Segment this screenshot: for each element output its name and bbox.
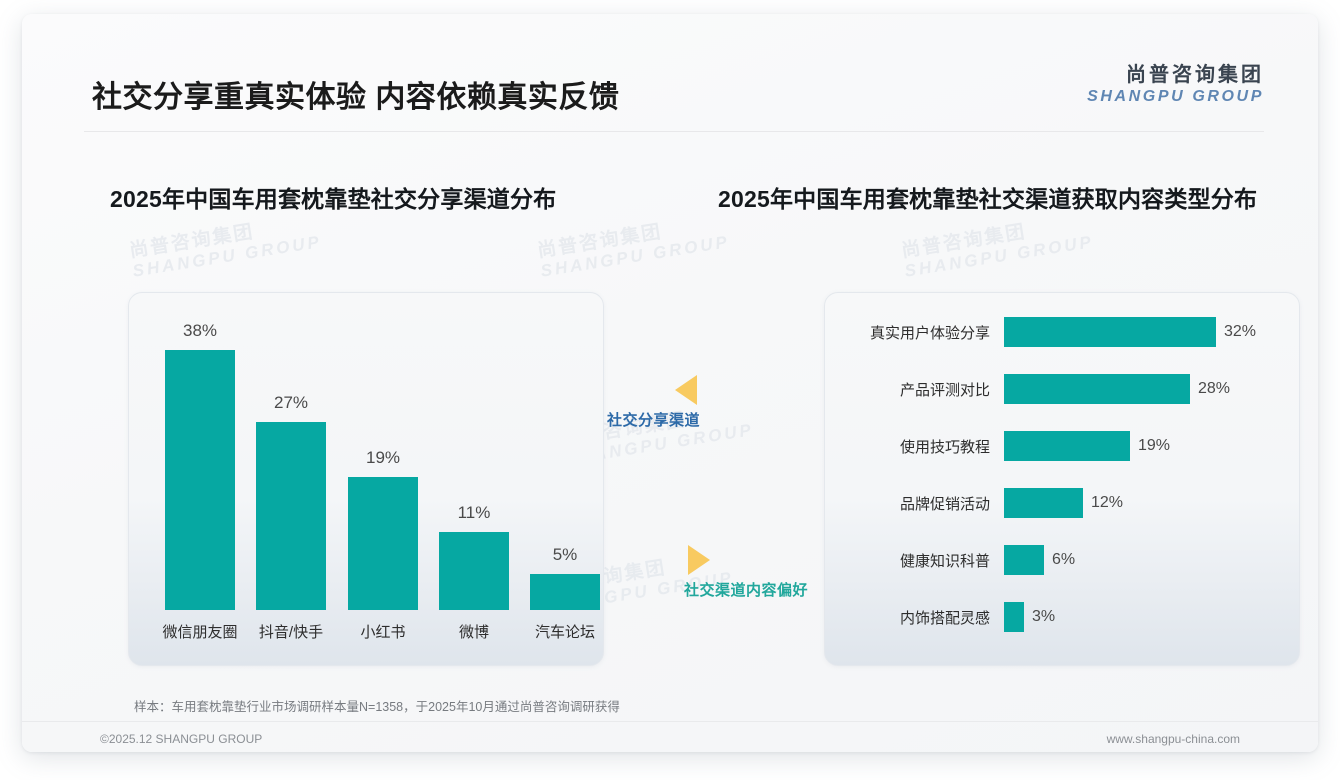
vertical-bar[interactable] [256,422,326,610]
annotation-content-preference-label: 社交渠道内容偏好 [684,582,809,599]
annotation-content-preference: 社交渠道内容偏好 [684,545,808,600]
watermark-en: SHANGPU GROUP [903,232,1096,281]
header-divider [84,131,1264,132]
vertical-bar[interactable] [165,350,235,610]
right-bar-chart: 真实用户体验分享 32% 产品评测对比 28% 使用技巧教程 19% 品牌促销活… [824,292,1298,664]
vertical-bar-value: 38% [182,321,218,340]
slide-canvas: 尚普咨询集团 SHANGPU GROUP 尚普咨询集团 SHANGPU GROU… [22,14,1318,752]
vertical-bar[interactable] [439,532,509,610]
horizontal-bar-label: 品牌促销活动 [899,495,990,513]
vertical-bar-label: 汽车论坛 [534,624,595,641]
watermark-cn: 尚普咨询集团 [128,221,256,262]
horizontal-bar-value: 28% [1198,380,1231,397]
horizontal-bar-row[interactable]: 使用技巧教程 19% [824,429,1298,463]
left-bar-chart: 38% 微信朋友圈 27% 抖音/快手 19% 小红书 11% 微博 5% 汽车… [128,292,602,664]
horizontal-bar-value: 19% [1138,437,1171,454]
horizontal-bar-value: 32% [1224,323,1257,340]
horizontal-bar[interactable] [1004,431,1130,461]
triangle-left-icon [675,375,697,405]
horizontal-bar-row[interactable]: 健康知识科普 6% [824,543,1298,577]
horizontal-bar[interactable] [1004,602,1024,632]
slide-header: 社交分享重真实体验 内容依赖真实反馈 尚普咨询集团 SHANGPU GROUP [22,14,1318,134]
horizontal-bar-label: 真实用户体验分享 [869,324,990,342]
watermark-en: SHANGPU GROUP [539,232,732,281]
triangle-right-icon [688,545,710,575]
vertical-bar-label: 抖音/快手 [258,624,324,641]
footer-website[interactable]: www.shangpu-china.com [1106,732,1240,746]
annotation-share-channel: 社交分享渠道 [607,375,700,430]
horizontal-bar-label: 内饰搭配灵感 [899,609,990,627]
vertical-bar-label: 微博 [458,624,489,641]
watermark-cn: 尚普咨询集团 [536,221,664,262]
horizontal-bar-row[interactable]: 内饰搭配灵感 3% [824,600,1298,634]
logo-english: SHANGPU GROUP [1087,87,1264,105]
watermark: 尚普咨询集团 SHANGPU GROUP [900,211,1095,281]
vertical-bar[interactable] [348,477,418,610]
vertical-bar-label: 小红书 [360,624,406,641]
watermark: 尚普咨询集团 SHANGPU GROUP [128,211,323,281]
horizontal-bar-row[interactable]: 品牌促销活动 12% [824,486,1298,520]
horizontal-bar-value: 6% [1052,551,1076,568]
vertical-bar-value: 11% [457,503,491,522]
vertical-bar[interactable] [530,574,600,610]
vertical-bar-group[interactable]: 5% 汽车论坛 [530,545,600,641]
horizontal-bar-value: 12% [1091,494,1124,511]
horizontal-bar-value: 3% [1032,608,1056,625]
footer-divider [22,721,1318,722]
horizontal-bar-row[interactable]: 真实用户体验分享 32% [824,315,1298,349]
annotation-share-channel-label: 社交分享渠道 [607,412,701,429]
vertical-bar-group[interactable]: 27% 抖音/快手 [256,393,326,641]
right-chart-card [824,292,1300,666]
right-chart-title: 2025年中国车用套枕靠垫社交渠道获取内容类型分布 [718,186,1258,212]
vertical-bar-value: 19% [365,448,401,467]
horizontal-bar[interactable] [1004,545,1044,575]
page-title: 社交分享重真实体验 内容依赖真实反馈 [92,81,620,114]
horizontal-bar[interactable] [1004,488,1083,518]
horizontal-bar[interactable] [1004,374,1190,404]
vertical-bar-group[interactable]: 19% 小红书 [348,448,418,641]
horizontal-bar-label: 产品评测对比 [899,381,990,399]
watermark-cn: 尚普咨询集团 [900,221,1028,262]
watermark: 尚普咨询集团 SHANGPU GROUP [536,211,731,281]
horizontal-bar[interactable] [1004,317,1216,347]
sample-footnote: 样本：车用套枕靠垫行业市场调研样本量N=1358，于2025年10月通过尚普咨询… [134,700,620,714]
vertical-bar-value: 5% [552,545,578,564]
brand-logo: 尚普咨询集团 SHANGPU GROUP [1087,64,1264,106]
horizontal-bar-row[interactable]: 产品评测对比 28% [824,372,1298,406]
vertical-bar-label: 微信朋友圈 [162,624,238,641]
vertical-bar-group[interactable]: 38% 微信朋友圈 [162,321,237,641]
horizontal-bar-label: 健康知识科普 [899,552,990,570]
logo-chinese: 尚普咨询集团 [1126,64,1264,86]
footer-copyright: ©2025.12 SHANGPU GROUP [100,732,263,746]
horizontal-bar-label: 使用技巧教程 [899,438,990,456]
vertical-bar-group[interactable]: 11% 微博 [439,503,509,641]
watermark-en: SHANGPU GROUP [131,232,324,281]
vertical-bar-value: 27% [273,393,309,412]
left-chart-title: 2025年中国车用套枕靠垫社交分享渠道分布 [110,186,557,212]
